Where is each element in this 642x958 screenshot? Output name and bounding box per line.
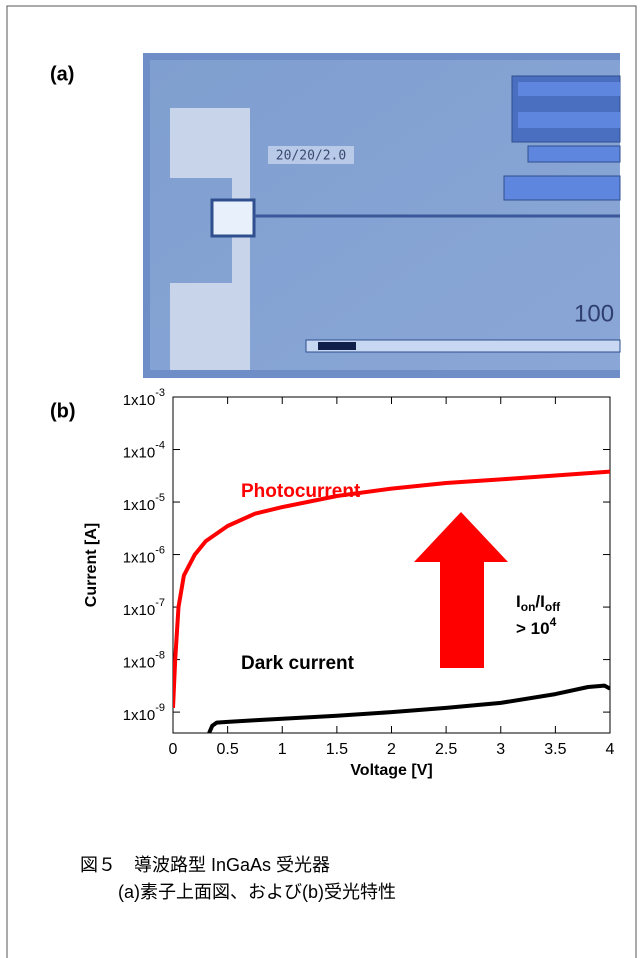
figure: (a) 20/20/2.0 100 (b) 0 0.5 1 1.5 2 2.5 3 3.5 4 1…	[0, 0, 642, 958]
pad	[528, 146, 620, 162]
pad	[504, 176, 620, 200]
ratio-part: /I	[535, 592, 544, 611]
photo-text: 20/20/2.0	[276, 149, 346, 164]
series-line	[209, 686, 610, 733]
micrograph: 20/20/2.0 100	[143, 53, 620, 378]
chart: (b) 0 0.5 1 1.5 2 2.5 3 3.5 4 1x10-9 1x10-8 1x10-7 1…	[50, 387, 615, 779]
caption: 図５ 導波路型 InGaAs 受光器	[80, 855, 330, 875]
series-label: Dark current	[241, 653, 355, 674]
series-line	[173, 472, 610, 708]
scale-mark	[318, 342, 356, 350]
ratio-part: on	[521, 600, 536, 614]
x-tick-label: 0.5	[217, 741, 239, 758]
ratio-text: > 104	[516, 615, 557, 638]
pad	[518, 112, 620, 128]
detector	[212, 200, 254, 236]
plot-frame	[173, 397, 610, 733]
x-tick-label: 4	[606, 741, 615, 758]
x-tick-label: 1	[278, 741, 287, 758]
y-tick-label: 1x10-5	[123, 492, 165, 514]
y-tick-label: 1x10-8	[123, 649, 165, 671]
ratio-part: 4	[550, 615, 557, 629]
x-tick-label: 3.5	[544, 741, 566, 758]
y-tick-label: 1x10-9	[123, 702, 165, 724]
ratio-part: off	[545, 600, 561, 614]
y-tick-label: 1x10-3	[123, 387, 165, 409]
ratio-arrow	[414, 512, 508, 668]
x-tick-label: 1.5	[326, 741, 348, 758]
panel-label: (a)	[50, 63, 74, 85]
x-tick-label: 3	[496, 741, 505, 758]
ratio-text: Ion/Ioff	[516, 592, 561, 614]
ratio-part: > 10	[516, 619, 550, 638]
y-tick-label: 1x10-6	[123, 544, 165, 566]
x-axis-title: Voltage [V]	[350, 762, 432, 779]
x-tick-label: 0	[169, 741, 178, 758]
x-tick-label: 2.5	[435, 741, 457, 758]
y-tick-label: 1x10-4	[123, 439, 165, 461]
caption: (a)素子上面図、および(b)受光特性	[118, 882, 396, 902]
pad	[518, 82, 620, 96]
y-tick-label: 1x10-7	[123, 597, 165, 619]
panel-label: (b)	[50, 400, 76, 422]
y-axis-title: Current [A]	[83, 523, 100, 607]
x-tick-label: 2	[387, 741, 396, 758]
photo-text: 100	[574, 300, 614, 327]
series-label: Photocurrent	[241, 481, 361, 502]
